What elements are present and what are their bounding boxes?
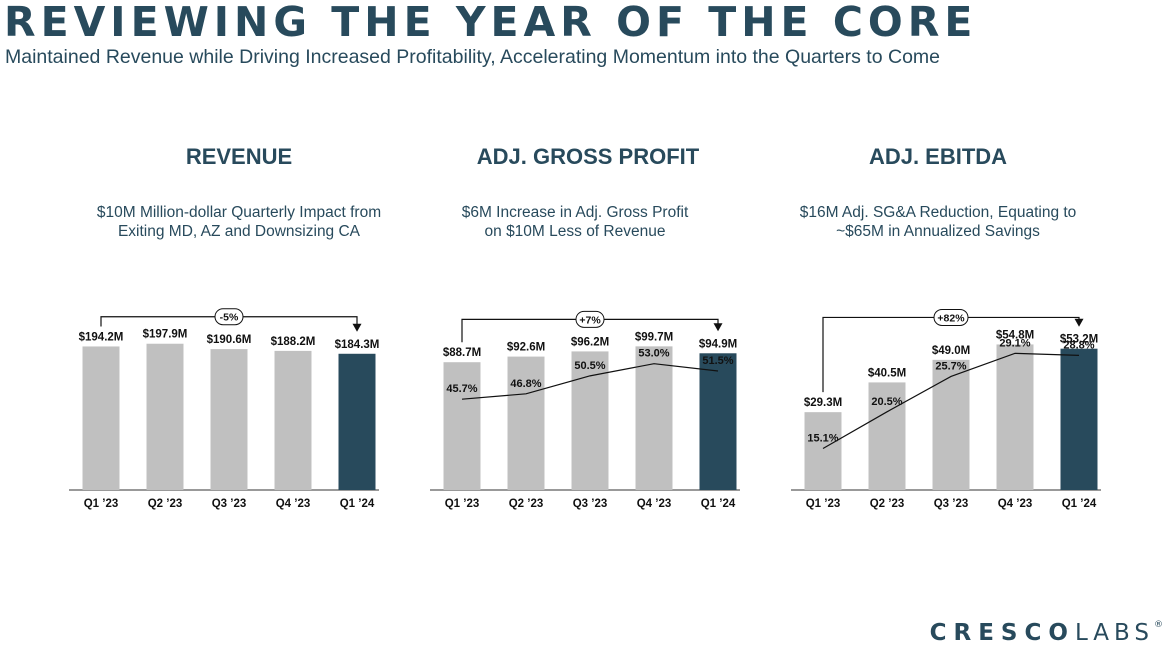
x-tick-label: Q1 ’23 <box>445 498 480 510</box>
margin-value-label: 15.1% <box>807 433 838 445</box>
bar <box>146 343 184 490</box>
bar <box>804 412 842 490</box>
bar <box>443 362 481 490</box>
x-tick-label: Q4 ’23 <box>637 498 672 510</box>
ebitda-description-line-1: $16M Adj. SG&A Reduction, Equating to <box>799 204 1077 221</box>
bar-value-label: $49.0M <box>932 345 970 357</box>
bar-value-label: $184.3M <box>335 339 380 351</box>
bar <box>635 346 673 490</box>
bar-value-label: $188.2M <box>271 336 316 348</box>
ebitda-description-line-2: ~$65M in Annualized Savings <box>836 223 1040 240</box>
change-arrowhead <box>713 323 723 332</box>
x-tick-label: Q1 ’24 <box>1062 498 1097 510</box>
x-tick-label: Q1 ’23 <box>806 498 841 510</box>
gross-profit-description-line-2: on $10M Less of Revenue <box>484 223 666 240</box>
gross-profit-panel-description: $6M Increase in Adj. Gross Profit on $10… <box>395 203 755 241</box>
x-tick-label: Q2 ’23 <box>148 498 183 510</box>
gross-profit-chart: $88.7M Q1 ’23 $92.6M Q2 ’23 $96.2M Q3 ’23 $99.… <box>430 310 740 510</box>
bar-value-label: $88.7M <box>443 347 481 359</box>
gross-profit-panel-title: ADJ. GROSS PROFIT <box>476 144 700 169</box>
bar-value-label: $194.2M <box>79 331 124 343</box>
margin-value-label: 45.7% <box>446 383 477 395</box>
x-tick-label: Q4 ’23 <box>998 498 1033 510</box>
margin-value-label: 20.5% <box>871 396 902 408</box>
cresco-labs-logo: CRESCOLABS® <box>930 620 1163 646</box>
bar <box>699 353 737 490</box>
registered-mark: ® <box>1154 620 1163 630</box>
margin-line <box>822 352 1080 450</box>
x-tick-label: Q2 ’23 <box>870 498 905 510</box>
bar <box>1060 348 1098 490</box>
bar <box>868 382 906 490</box>
x-tick-label: Q4 ’23 <box>276 498 311 510</box>
x-tick-label: Q3 ’23 <box>212 498 247 510</box>
x-tick-label: Q1 ’24 <box>701 498 736 510</box>
margin-value-label: 51.5% <box>702 355 733 367</box>
ebitda-panel-title: ADJ. EBITDA <box>868 144 1008 169</box>
gross-profit-description-line-1: $6M Increase in Adj. Gross Profit <box>461 204 689 221</box>
x-tick-label: Q3 ’23 <box>934 498 969 510</box>
margin-value-label: 25.7% <box>935 360 966 372</box>
bar <box>571 351 609 490</box>
margin-value-label: 28.8% <box>1063 339 1094 351</box>
x-tick-label: Q1 ’23 <box>84 498 119 510</box>
logo-bold-text: CRESCO <box>929 620 1075 646</box>
bar-value-label: $29.3M <box>804 397 842 409</box>
revenue-chart: $194.2M Q1 ’23 $197.9M Q2 ’23 $190.6M Q3 ’23 $… <box>69 308 380 510</box>
change-label: +7% <box>579 314 601 326</box>
bar <box>274 350 312 490</box>
change-arrowhead <box>352 323 362 332</box>
bar <box>507 356 545 490</box>
change-label: +82% <box>937 312 965 324</box>
revenue-description-line-2: Exiting MD, AZ and Downsizing CA <box>117 223 361 240</box>
margin-line <box>461 363 719 400</box>
bar <box>210 349 248 490</box>
change-badge <box>575 310 605 328</box>
bar-value-label: $54.8M <box>996 329 1034 341</box>
logo-light-text: LABS <box>1074 620 1154 646</box>
bar <box>82 346 120 490</box>
margin-value-label: 53.0% <box>638 348 669 360</box>
bar <box>338 353 376 490</box>
bar-value-label: $190.6M <box>207 334 252 346</box>
ebitda-panel-description: $16M Adj. SG&A Reduction, Equating to ~$… <box>758 203 1118 241</box>
bar-value-label: $92.6M <box>507 342 545 354</box>
margin-value-label: 50.5% <box>574 360 605 372</box>
bar-value-label: $40.5M <box>868 367 906 379</box>
x-tick-label: Q3 ’23 <box>573 498 608 510</box>
bar <box>996 344 1034 490</box>
margin-value-label: 46.8% <box>510 378 541 390</box>
ebitda-chart: $29.3M Q1 ’23 $40.5M Q2 ’23 $49.0M Q3 ’23 $54.… <box>791 308 1101 510</box>
x-tick-label: Q2 ’23 <box>509 498 544 510</box>
change-badge <box>933 308 969 326</box>
bar-value-label: $96.2M <box>571 336 609 348</box>
bar-value-label: $99.7M <box>635 331 673 343</box>
bar-value-label: $94.9M <box>699 338 737 350</box>
revenue-panel-title: REVENUE <box>185 144 293 169</box>
bar <box>932 359 970 490</box>
page-subtitle: Maintained Revenue while Driving Increas… <box>5 46 941 68</box>
x-tick-label: Q1 ’24 <box>340 498 375 510</box>
page-title: REVIEWING THE YEAR OF THE CORE <box>4 0 978 46</box>
change-arrowhead <box>1074 318 1084 327</box>
margin-value-label: 29.1% <box>999 337 1030 349</box>
change-label: -5% <box>220 312 239 324</box>
revenue-panel-description: $10M Million-dollar Quarterly Impact fro… <box>59 203 419 241</box>
bar-value-label: $197.9M <box>143 329 188 341</box>
bar-value-label: $53.2M <box>1060 334 1098 346</box>
revenue-description-line-1: $10M Million-dollar Quarterly Impact fro… <box>96 204 382 221</box>
change-badge <box>214 308 244 326</box>
